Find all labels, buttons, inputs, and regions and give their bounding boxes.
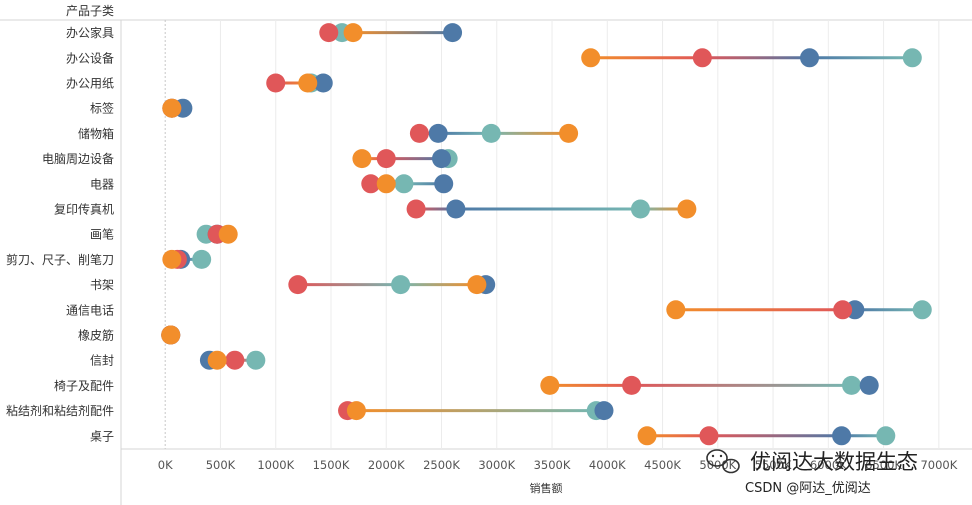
data-point-blue: [434, 174, 454, 194]
data-point-orange: [162, 249, 182, 269]
data-point-teal: [630, 199, 650, 219]
data-point-teal: [876, 426, 896, 446]
x-tick-label: 6500K: [865, 458, 902, 472]
x-tick-label: 0K: [158, 458, 173, 472]
row-label: 粘结剂和粘结剂配件: [6, 403, 114, 418]
data-point-orange: [346, 401, 366, 421]
data-point-teal: [391, 275, 411, 295]
row-label: 办公设备: [66, 50, 114, 65]
x-tick-label: 6000K: [810, 458, 847, 472]
data-point-blue: [446, 199, 466, 219]
x-tick-label: 500K: [206, 458, 236, 472]
data-point-orange: [207, 350, 227, 370]
x-tick-label: 1500K: [313, 458, 350, 472]
data-point-red: [319, 23, 339, 43]
data-point-red: [406, 199, 426, 219]
data-point-blue: [443, 23, 463, 43]
row-label: 书架: [90, 278, 114, 292]
x-tick-label: 3000K: [478, 458, 515, 472]
x-tick-label: 2000K: [368, 458, 405, 472]
row-label: 通信电话: [66, 303, 114, 317]
x-tick-label: 5500K: [755, 458, 792, 472]
data-point-orange: [559, 123, 579, 143]
x-tick-label: 7000K: [920, 458, 957, 472]
data-point-red: [288, 275, 308, 295]
x-tick-label: 4000K: [589, 458, 626, 472]
data-point-orange: [666, 300, 686, 320]
data-point-blue: [800, 48, 820, 68]
data-point-blue: [428, 123, 448, 143]
data-point-red: [409, 123, 429, 143]
row-label: 办公家具: [66, 25, 114, 40]
data-point-orange: [581, 48, 601, 68]
data-point-teal: [394, 174, 414, 194]
data-point-orange: [162, 98, 182, 118]
row-label: 橡皮筋: [78, 328, 114, 343]
data-point-teal: [902, 48, 922, 68]
data-point-blue: [859, 375, 879, 395]
gridlines: [219, 20, 940, 449]
row-label: 储物箱: [78, 126, 114, 141]
row-labels: 办公家具办公设备办公用纸标签储物箱电脑周边设备电器复印传真机画笔剪刀、尺子、削笔…: [6, 25, 114, 443]
x-axis-title: 销售额: [530, 481, 563, 495]
row-label: 桌子: [90, 429, 114, 443]
data-point-orange: [298, 73, 318, 93]
data-point-orange: [540, 375, 560, 395]
row-label: 办公用纸: [66, 76, 114, 91]
data-point-orange: [218, 224, 238, 244]
watermark-line2: CSDN @阿达_优阅达: [745, 481, 871, 496]
data-point-orange: [467, 275, 487, 295]
data-point-orange: [343, 23, 363, 43]
data-point-teal: [842, 375, 862, 395]
data-point-teal: [481, 123, 501, 143]
data-point-orange: [376, 174, 396, 194]
row-label: 椅子及配件: [54, 379, 114, 393]
data-point-blue: [432, 149, 452, 169]
x-tick-label: 2500K: [423, 458, 460, 472]
data-point-red: [622, 375, 642, 395]
data-point-red: [376, 149, 396, 169]
data-point-red: [699, 426, 719, 446]
data-point-orange: [637, 426, 657, 446]
dumbbell-connectors: [171, 31, 923, 438]
dumbbell-dots: [161, 23, 932, 446]
data-point-red: [266, 73, 286, 93]
x-tick-labels: 0K 500K 1000K 1500K 2000K 2500K 3000K 3500K 4000…: [158, 458, 958, 472]
data-point-teal: [192, 249, 212, 269]
data-point-red: [225, 350, 245, 370]
row-label: 信封: [90, 354, 114, 368]
row-label: 电器: [90, 177, 114, 191]
data-point-orange: [352, 149, 372, 169]
data-point-blue: [832, 426, 852, 446]
row-label: 复印传真机: [54, 202, 114, 217]
row-label: 电脑周边设备: [42, 152, 114, 166]
data-point-orange: [161, 325, 181, 345]
row-label: 剪刀、尺子、削笔刀: [6, 252, 114, 267]
x-tick-label: 3500K: [534, 458, 571, 472]
data-point-red: [833, 300, 853, 320]
data-point-red: [361, 174, 381, 194]
data-point-blue: [594, 401, 614, 421]
row-label: 标签: [90, 101, 114, 116]
data-point-teal: [912, 300, 932, 320]
x-tick-label: 4500K: [644, 458, 681, 472]
data-point-orange: [677, 199, 697, 219]
data-point-teal: [246, 350, 266, 370]
wechat-icon: [706, 449, 740, 474]
data-point-blue: [313, 73, 333, 93]
data-point-red: [692, 48, 712, 68]
watermark: 优阅达大数据生态 CSDN @阿达_优阅达: [706, 449, 918, 496]
watermark-line1: 优阅达大数据生态: [750, 450, 918, 474]
row-header: 产品子类: [66, 4, 114, 18]
row-label: 画笔: [90, 227, 114, 242]
x-tick-label: 1000K: [257, 458, 294, 472]
